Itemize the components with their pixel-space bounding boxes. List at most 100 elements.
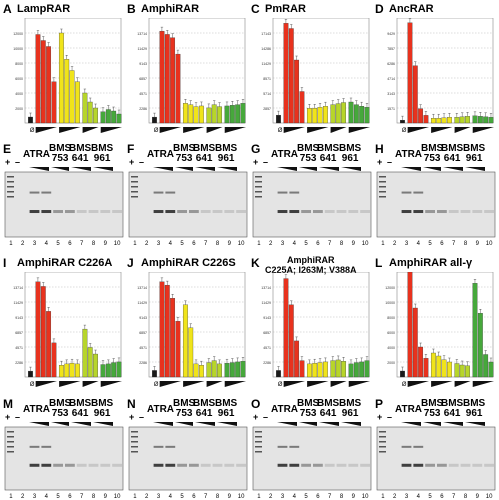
bar xyxy=(28,116,33,124)
svg-text:11429: 11429 xyxy=(262,62,272,66)
ligand-label: BMS 961 xyxy=(215,398,238,419)
bar xyxy=(276,114,281,124)
chart-panel-k: K AmphiRAR C225A; I263M; V388A 13714 11429 9… xyxy=(251,255,373,391)
ligand-label: BMS 753 xyxy=(173,143,196,164)
svg-text:4571: 4571 xyxy=(15,346,23,350)
bar xyxy=(418,346,424,378)
lane-number: 10 xyxy=(362,494,369,500)
lane-number: 3 xyxy=(33,241,37,247)
bar xyxy=(116,113,122,124)
svg-text:2000: 2000 xyxy=(15,107,23,111)
panel-letter: P xyxy=(375,397,384,411)
lane-number: 1 xyxy=(9,241,13,247)
bar xyxy=(294,59,300,124)
lane-number: 8 xyxy=(92,494,96,500)
plus-label: + xyxy=(5,412,11,422)
panel-title: AmphiRAR all-γ xyxy=(389,257,473,269)
bar xyxy=(35,281,41,378)
bar xyxy=(164,34,170,124)
lane-number: 3 xyxy=(281,494,285,500)
bar xyxy=(359,106,365,124)
lane-number: 9 xyxy=(104,241,108,247)
bar xyxy=(359,361,365,378)
lane-number: 1 xyxy=(133,241,137,247)
bar xyxy=(407,272,413,378)
lane-number: 3 xyxy=(157,241,161,247)
svg-text:6857: 6857 xyxy=(263,331,271,335)
bar xyxy=(477,313,483,378)
lane-number: 6 xyxy=(440,494,444,500)
lane-number: 7 xyxy=(80,241,84,247)
svg-text:13714: 13714 xyxy=(137,286,147,290)
bar xyxy=(229,105,235,124)
bar xyxy=(235,361,241,378)
control-symbol: Ø xyxy=(30,128,35,134)
bar xyxy=(105,109,111,124)
svg-text:2286: 2286 xyxy=(263,361,271,365)
panel-letter: C xyxy=(251,2,260,16)
gel-panel-p: P + – ATRA BMS 753 BMS 641 BMS 961 1 2 3 4 5 6 7 8 9 10 xyxy=(375,397,497,500)
minus-label: – xyxy=(139,157,145,167)
bar xyxy=(488,361,494,378)
bar xyxy=(465,116,470,124)
bar-chart: 17143 14286 11429 8571 5714 2857 Ø xyxy=(261,18,371,134)
bar xyxy=(224,363,230,378)
bar xyxy=(353,362,359,378)
bar xyxy=(407,22,413,124)
lane-number: 6 xyxy=(192,494,196,500)
bar xyxy=(240,103,246,124)
lane-number: 4 xyxy=(417,494,421,500)
bar xyxy=(446,361,452,378)
svg-text:4714: 4714 xyxy=(387,77,395,81)
ligand-label: ATRA xyxy=(23,149,51,160)
lane-number: 5 xyxy=(304,494,308,500)
svg-text:6286: 6286 xyxy=(387,62,395,66)
bar xyxy=(188,327,194,378)
lane-number: 2 xyxy=(393,241,397,247)
panel-letter: K xyxy=(251,256,260,270)
gel-panel-f: F + – ATRA BMS 753 BMS 641 BMS 961 1 2 3 4 5 6 7 8 9 10 xyxy=(127,142,249,247)
gel-image: 1 2 3 4 5 6 7 8 9 10 xyxy=(252,167,372,247)
plus-label: + xyxy=(129,412,135,422)
bar xyxy=(335,103,341,124)
lane-number: 6 xyxy=(68,494,72,500)
svg-text:6857: 6857 xyxy=(139,77,147,81)
bar xyxy=(412,65,418,124)
bar xyxy=(69,70,75,124)
lane-number: 10 xyxy=(486,494,493,500)
plus-label: + xyxy=(253,412,259,422)
bar xyxy=(294,340,300,378)
svg-text:9143: 9143 xyxy=(263,316,271,320)
bar xyxy=(87,347,93,378)
ligand-label: BMS 753 xyxy=(49,143,72,164)
gel-image: 1 2 3 4 5 6 7 8 9 10 xyxy=(128,422,248,500)
bar xyxy=(483,116,489,124)
lane-number: 10 xyxy=(114,494,121,500)
bar xyxy=(211,360,217,378)
svg-text:12000: 12000 xyxy=(385,286,395,290)
bar xyxy=(299,360,305,378)
ligand-label: BMS 753 xyxy=(173,398,196,419)
bar xyxy=(74,81,80,124)
lane-number: 1 xyxy=(381,494,385,500)
lane-number: 5 xyxy=(180,241,184,247)
lane-number: 9 xyxy=(228,241,232,247)
panel-letter: I xyxy=(3,256,7,270)
svg-text:4000: 4000 xyxy=(387,346,395,350)
lane-number: 5 xyxy=(180,494,184,500)
bar xyxy=(100,111,106,124)
lane-number: 1 xyxy=(9,494,13,500)
panel-title: PmRAR xyxy=(265,3,306,15)
bar xyxy=(341,102,346,124)
lane-number: 3 xyxy=(405,241,409,247)
panel-letter: J xyxy=(127,256,134,270)
ligand-label: BMS 961 xyxy=(339,143,362,164)
bar xyxy=(206,107,212,124)
bar xyxy=(477,116,483,124)
lane-number: 3 xyxy=(33,494,37,500)
bar xyxy=(353,104,359,124)
svg-text:2000: 2000 xyxy=(387,361,395,365)
ligand-label: BMS 641 xyxy=(317,143,340,164)
bar xyxy=(465,365,470,378)
minus-label: – xyxy=(15,412,21,422)
